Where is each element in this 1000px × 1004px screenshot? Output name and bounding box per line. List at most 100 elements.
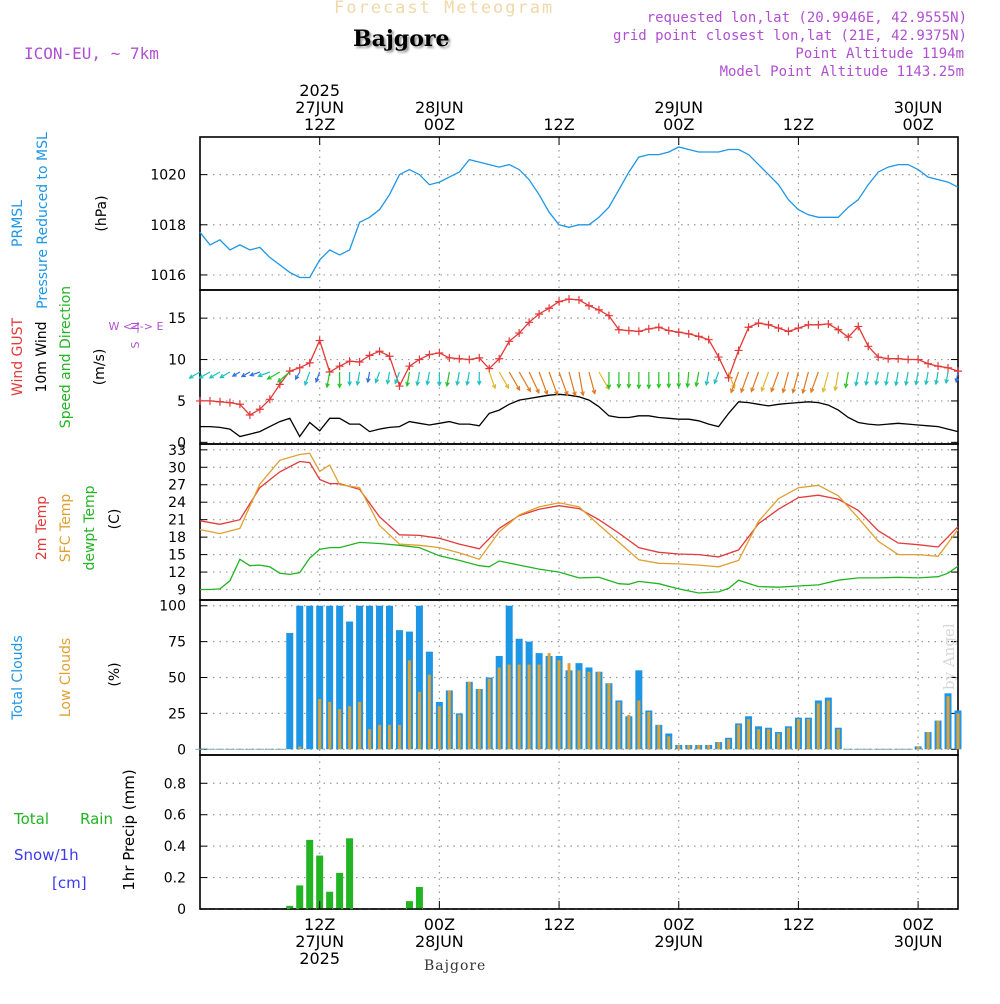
precip-bar bbox=[306, 839, 314, 909]
gust-marker bbox=[764, 320, 773, 329]
wind-arrow bbox=[209, 371, 221, 379]
low-cloud-bar bbox=[796, 719, 800, 750]
wind-arrow-head bbox=[864, 380, 869, 387]
wind-arrow-head bbox=[656, 383, 662, 389]
precip-bar bbox=[405, 901, 413, 909]
low-cloud-bar bbox=[727, 739, 731, 750]
low-cloud-bar bbox=[397, 724, 401, 750]
wind-arrow-head bbox=[591, 389, 597, 395]
y-tick-label: 9 bbox=[177, 583, 186, 599]
gust-marker bbox=[295, 363, 304, 372]
top-time-label: 28JUN bbox=[415, 98, 464, 117]
wind-arrow-head bbox=[626, 383, 632, 389]
y-axis-unit: (m/s) bbox=[92, 349, 108, 386]
total-cloud-bar bbox=[376, 605, 384, 750]
gust-marker bbox=[225, 398, 234, 407]
low-cloud-bar bbox=[577, 670, 581, 750]
y-axis-title: Pressure Reduced to MSL bbox=[35, 132, 51, 309]
low-cloud-bar bbox=[378, 724, 382, 750]
bottom-time-label: 2025 bbox=[299, 949, 340, 968]
gust-marker bbox=[525, 318, 534, 327]
wind-arrow bbox=[219, 371, 231, 379]
gust-marker bbox=[385, 352, 394, 361]
wind-arrow bbox=[232, 371, 241, 377]
y-tick-label: 21 bbox=[168, 513, 186, 529]
y-tick-label: 10 bbox=[168, 353, 186, 369]
total-cloud-bar bbox=[316, 605, 324, 750]
wind-arrow-head bbox=[843, 383, 849, 389]
low-cloud-bar bbox=[776, 733, 780, 750]
wind-arrow bbox=[705, 371, 710, 385]
wind-arrow bbox=[304, 371, 311, 386]
wind-arrow-head bbox=[894, 381, 899, 387]
wind-arrow bbox=[740, 371, 750, 393]
gust-marker bbox=[584, 301, 593, 310]
wind-arrow bbox=[686, 371, 690, 387]
wind-arrow bbox=[695, 371, 700, 387]
wind-arrow bbox=[895, 371, 899, 386]
total-cloud-bar bbox=[356, 605, 364, 750]
wind-arrow bbox=[713, 371, 720, 384]
gust-marker bbox=[335, 362, 344, 371]
low-cloud-bar bbox=[507, 664, 511, 750]
y-axis-title: Wind GUST bbox=[10, 317, 26, 396]
wind-arrow-head bbox=[616, 383, 622, 389]
total-cloud-bar bbox=[386, 605, 393, 750]
panel-wind: 0 5 10 15 Wind GUST 10m Wind Speed and Directi… bbox=[10, 286, 962, 451]
gust-marker bbox=[196, 396, 204, 405]
precip-bar bbox=[415, 887, 423, 909]
y-tick-label: 0.4 bbox=[164, 839, 186, 855]
gust-marker bbox=[315, 336, 324, 345]
low-cloud-bar bbox=[467, 681, 471, 750]
gust-marker bbox=[864, 342, 873, 351]
y-tick-label: 0.8 bbox=[164, 776, 186, 792]
y-tick-label: 0 bbox=[177, 435, 186, 451]
gust-marker bbox=[255, 405, 264, 414]
low-cloud-bar bbox=[587, 671, 591, 750]
wind-arrow bbox=[199, 371, 211, 379]
y-tick-label: 0.2 bbox=[164, 871, 186, 887]
series-line-sfc-temp bbox=[199, 452, 959, 568]
y-tick-label: 12 bbox=[168, 565, 186, 581]
gust-marker bbox=[874, 353, 883, 362]
gust-marker bbox=[265, 395, 274, 404]
low-cloud-bar bbox=[477, 688, 481, 750]
low-cloud-bar bbox=[657, 724, 661, 750]
wind-arrow-head bbox=[636, 384, 642, 390]
wind-arrow-head bbox=[405, 381, 410, 388]
precip-bar bbox=[296, 885, 304, 909]
wind-arrow-head bbox=[257, 372, 263, 378]
wind-arrow-head bbox=[564, 391, 569, 397]
gust-marker bbox=[485, 364, 494, 373]
gust-marker bbox=[395, 382, 404, 391]
low-cloud-bar bbox=[537, 664, 541, 750]
y-tick-label: 33 bbox=[168, 443, 186, 459]
wind-arrow-head bbox=[713, 379, 718, 385]
y-tick-label: 75 bbox=[168, 635, 186, 651]
watermark: by Angel bbox=[940, 623, 958, 690]
y-tick-label: 100 bbox=[159, 599, 186, 615]
wind-arrow-head bbox=[231, 372, 237, 377]
wind-arrow bbox=[730, 371, 740, 393]
legend-label--cm-: [cm] bbox=[52, 874, 87, 892]
panel-frame bbox=[199, 136, 959, 291]
gust-marker bbox=[844, 333, 853, 342]
bottom-time-label: 00Z bbox=[902, 915, 933, 934]
gust-marker bbox=[285, 367, 294, 376]
panel-frame bbox=[199, 289, 959, 445]
gust-marker bbox=[644, 324, 653, 333]
top-time-label: 29JUN bbox=[654, 98, 703, 117]
low-cloud-bar bbox=[667, 736, 671, 750]
gust-marker bbox=[575, 295, 583, 304]
bottom-time-label: 12Z bbox=[783, 915, 814, 934]
y-tick-label: 1018 bbox=[150, 218, 186, 234]
gust-marker bbox=[475, 353, 484, 362]
wind-arrow bbox=[518, 371, 531, 392]
low-cloud-bar bbox=[557, 660, 561, 750]
wind-arrow-head bbox=[240, 372, 246, 378]
wind-arrow-head bbox=[415, 381, 420, 387]
wind-arrow bbox=[498, 371, 509, 389]
top-time-label: 12Z bbox=[783, 115, 814, 134]
low-cloud-bar bbox=[338, 709, 342, 750]
